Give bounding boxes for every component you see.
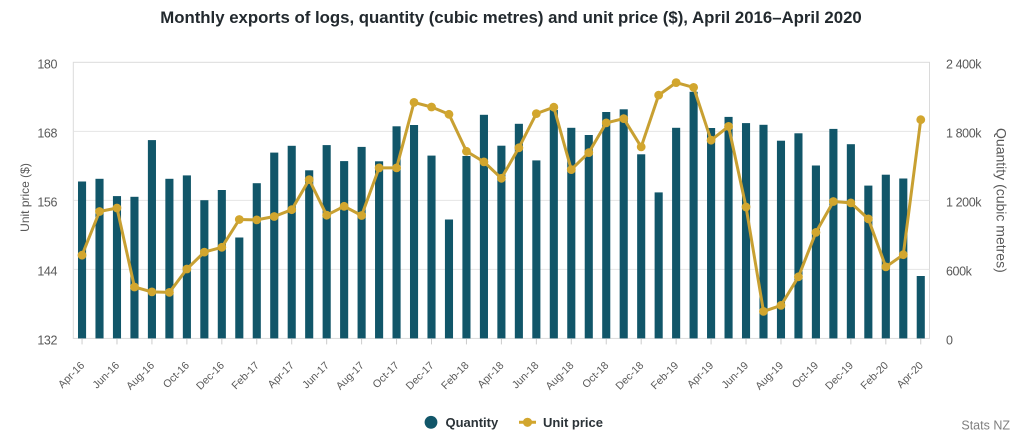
svg-text:600k: 600k xyxy=(946,265,973,279)
svg-text:Stats NZ: Stats NZ xyxy=(961,419,1010,433)
svg-text:168: 168 xyxy=(37,127,57,141)
svg-text:0: 0 xyxy=(946,334,953,348)
svg-text:144: 144 xyxy=(37,265,57,279)
svg-text:Monthly exports of logs, quant: Monthly exports of logs, quantity (cubic… xyxy=(160,8,862,27)
svg-text:156: 156 xyxy=(37,196,57,210)
svg-text:132: 132 xyxy=(37,334,57,348)
svg-text:1 200k: 1 200k xyxy=(946,196,982,210)
svg-text:Quantity: Quantity xyxy=(446,415,499,430)
svg-text:2 400k: 2 400k xyxy=(946,58,982,72)
svg-text:Unit price: Unit price xyxy=(543,415,603,430)
svg-text:Quantity (cubic metres): Quantity (cubic metres) xyxy=(994,128,1010,273)
svg-text:1 800k: 1 800k xyxy=(946,127,982,141)
svg-text:Unit price ($): Unit price ($) xyxy=(18,163,32,232)
svg-text:180: 180 xyxy=(37,58,57,72)
